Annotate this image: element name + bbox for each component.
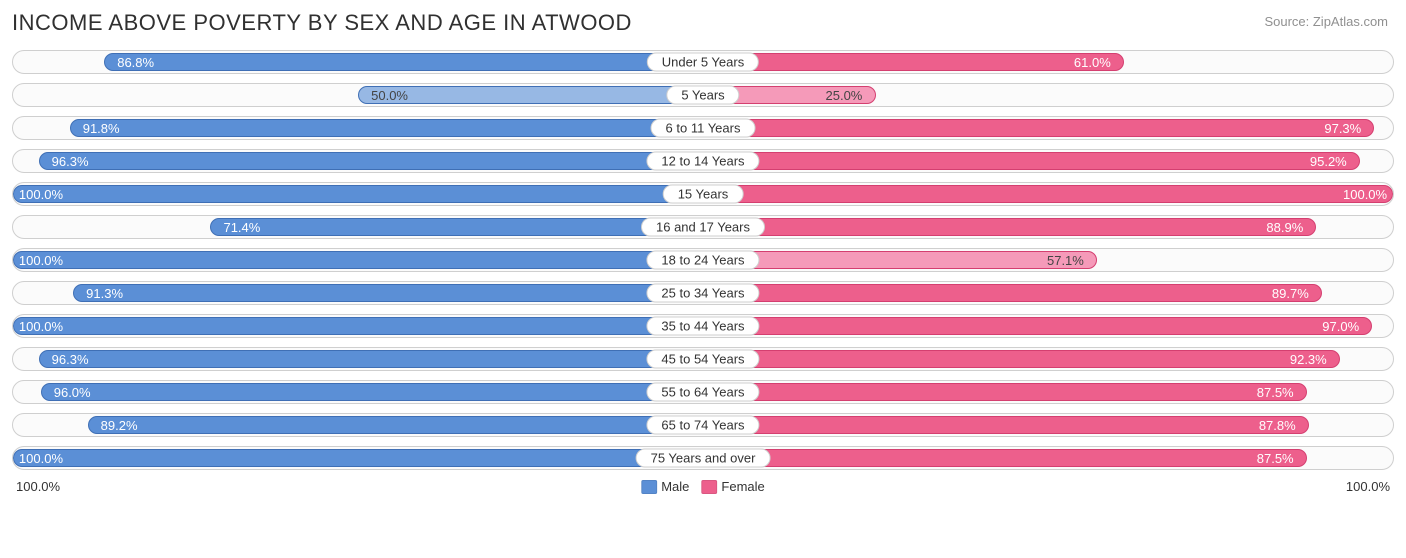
- male-value-label: 50.0%: [361, 88, 418, 103]
- category-label: 35 to 44 Years: [646, 317, 759, 336]
- male-value-label: 100.0%: [12, 187, 73, 202]
- female-value-label: 87.5%: [1247, 451, 1304, 466]
- x-axis: 100.0% Male Female 100.0%: [12, 479, 1394, 494]
- category-label: 15 Years: [663, 185, 744, 204]
- female-value-label: 25.0%: [816, 88, 873, 103]
- male-bar: [41, 383, 703, 401]
- male-bar: [73, 284, 703, 302]
- female-value-label: 97.0%: [1312, 319, 1369, 334]
- bar-row: 86.8% 61.0% Under 5 Years: [12, 50, 1394, 74]
- bar-row: 96.0% 87.5% 55 to 64 Years: [12, 380, 1394, 404]
- bar-row: 89.2% 87.8% 65 to 74 Years: [12, 413, 1394, 437]
- male-bar: [210, 218, 703, 236]
- male-value-label: 96.0%: [44, 385, 101, 400]
- category-label: 12 to 14 Years: [646, 152, 759, 171]
- female-value-label: 87.5%: [1247, 385, 1304, 400]
- category-label: 25 to 34 Years: [646, 284, 759, 303]
- diverging-bar-chart: 86.8% 61.0% Under 5 Years 50.0% 25.0% 5 Years…: [12, 50, 1394, 470]
- legend-female: Female: [701, 479, 764, 494]
- legend-female-label: Female: [721, 479, 764, 494]
- bar-row: 50.0% 25.0% 5 Years: [12, 83, 1394, 107]
- legend-male-swatch: [641, 480, 657, 494]
- female-value-label: 97.3%: [1314, 121, 1371, 136]
- bar-row: 91.3% 89.7% 25 to 34 Years: [12, 281, 1394, 305]
- female-value-label: 89.7%: [1262, 286, 1319, 301]
- female-value-label: 61.0%: [1064, 55, 1121, 70]
- female-bar: [703, 350, 1340, 368]
- legend-male-label: Male: [661, 479, 689, 494]
- legend: Male Female: [641, 479, 765, 494]
- male-value-label: 96.3%: [42, 154, 99, 169]
- male-value-label: 71.4%: [213, 220, 270, 235]
- female-bar: [703, 53, 1124, 71]
- category-label: 18 to 24 Years: [646, 251, 759, 270]
- bar-row: 100.0% 97.0% 35 to 44 Years: [12, 314, 1394, 338]
- category-label: 5 Years: [666, 86, 739, 105]
- male-bar: [13, 317, 703, 335]
- male-bar: [70, 119, 703, 137]
- category-label: Under 5 Years: [647, 53, 759, 72]
- category-label: 55 to 64 Years: [646, 383, 759, 402]
- male-value-label: 91.8%: [73, 121, 130, 136]
- male-bar: [39, 152, 703, 170]
- male-bar: [13, 251, 703, 269]
- male-bar: [13, 185, 703, 203]
- male-value-label: 96.3%: [42, 352, 99, 367]
- bar-row: 100.0% 100.0% 15 Years: [12, 182, 1394, 206]
- bar-row: 96.3% 92.3% 45 to 54 Years: [12, 347, 1394, 371]
- x-axis-right-label: 100.0%: [1346, 479, 1390, 494]
- x-axis-left-label: 100.0%: [16, 479, 60, 494]
- female-value-label: 88.9%: [1256, 220, 1313, 235]
- legend-male: Male: [641, 479, 689, 494]
- bar-row: 100.0% 87.5% 75 Years and over: [12, 446, 1394, 470]
- bar-row: 100.0% 57.1% 18 to 24 Years: [12, 248, 1394, 272]
- category-label: 16 and 17 Years: [641, 218, 765, 237]
- female-value-label: 100.0%: [1333, 187, 1394, 202]
- female-bar: [703, 449, 1307, 467]
- male-value-label: 100.0%: [12, 319, 73, 334]
- male-value-label: 91.3%: [76, 286, 133, 301]
- category-label: 65 to 74 Years: [646, 416, 759, 435]
- source-attribution: Source: ZipAtlas.com: [1264, 14, 1388, 29]
- female-bar: [703, 416, 1309, 434]
- female-bar: [703, 284, 1322, 302]
- female-bar: [703, 119, 1374, 137]
- male-bar: [13, 449, 703, 467]
- female-bar: [703, 152, 1360, 170]
- male-value-label: 100.0%: [12, 253, 73, 268]
- legend-female-swatch: [701, 480, 717, 494]
- category-label: 6 to 11 Years: [651, 119, 756, 138]
- category-label: 45 to 54 Years: [646, 350, 759, 369]
- male-value-label: 86.8%: [107, 55, 164, 70]
- female-bar: [703, 218, 1316, 236]
- bar-row: 71.4% 88.9% 16 and 17 Years: [12, 215, 1394, 239]
- male-bar: [104, 53, 703, 71]
- female-value-label: 92.3%: [1280, 352, 1337, 367]
- bar-row: 91.8% 97.3% 6 to 11 Years: [12, 116, 1394, 140]
- male-bar: [39, 350, 703, 368]
- female-bar: [703, 317, 1372, 335]
- category-label: 75 Years and over: [636, 449, 771, 468]
- female-value-label: 57.1%: [1037, 253, 1094, 268]
- male-value-label: 89.2%: [91, 418, 148, 433]
- chart-title: INCOME ABOVE POVERTY BY SEX AND AGE IN A…: [12, 10, 1394, 36]
- male-value-label: 100.0%: [12, 451, 73, 466]
- female-bar: [703, 185, 1393, 203]
- female-bar: [703, 383, 1307, 401]
- bar-row: 96.3% 95.2% 12 to 14 Years: [12, 149, 1394, 173]
- female-value-label: 95.2%: [1300, 154, 1357, 169]
- male-bar: [88, 416, 703, 434]
- female-value-label: 87.8%: [1249, 418, 1306, 433]
